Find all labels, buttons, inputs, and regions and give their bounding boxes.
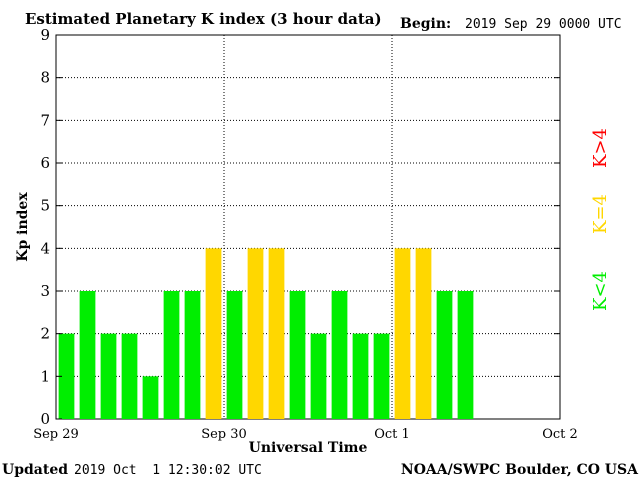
x-tick-label: Oct 2: [542, 427, 578, 442]
kp-bar: [268, 248, 285, 419]
kp-bar: [310, 333, 327, 419]
kp-bar: [289, 291, 306, 419]
y-tick-label: 8: [40, 69, 50, 87]
y-tick-label: 3: [40, 282, 50, 300]
kp-bar: [247, 248, 264, 419]
legend-below-label: K<4: [590, 271, 611, 311]
y-tick-label: 4: [40, 239, 50, 257]
kp-bar: [352, 333, 369, 419]
legend-above-label: K>4: [590, 128, 611, 168]
y-axis-label: Kp index: [15, 192, 31, 262]
kp-bar: [79, 291, 96, 419]
y-tick-label: 7: [40, 111, 50, 129]
footer-credit: NOAA/SWPC Boulder, CO USA: [401, 462, 639, 478]
kp-bar: [436, 291, 453, 419]
kp-bar: [184, 291, 201, 419]
bars-group: [58, 248, 474, 419]
kp-bar: [121, 333, 138, 419]
begin-value: 2019 Sep 29 0000 UTC: [465, 17, 622, 32]
x-axis-label: Universal Time: [249, 440, 368, 456]
legend-equal-label: K=4: [590, 194, 611, 234]
kp-bar: [457, 291, 474, 419]
x-tick-label: Sep 30: [201, 427, 247, 442]
kp-bar: [100, 333, 117, 419]
kp-bar: [373, 333, 390, 419]
updated-value: 2019 Oct 1 12:30:02 UTC: [74, 463, 262, 478]
kp-bar: [142, 376, 159, 419]
kp-bar: [58, 333, 75, 419]
kp-bar: [394, 248, 411, 419]
plot-frame: [55, 34, 561, 420]
grid-lines: [56, 35, 560, 419]
updated-label: Updated: [2, 462, 68, 478]
y-tick-label: 1: [40, 367, 50, 385]
y-axis-ticks: 0 1 2 3 4 5 6 7 8 9: [40, 26, 560, 428]
kp-bar: [163, 291, 180, 419]
kp-bar: [331, 291, 348, 419]
kp-bar: [205, 248, 222, 419]
y-tick-label: 0: [40, 410, 50, 428]
y-tick-label: 2: [40, 325, 50, 343]
y-tick-label: 9: [40, 26, 50, 44]
x-tick-label: Oct 1: [374, 427, 410, 442]
begin-label: Begin:: [400, 16, 451, 32]
chart-title: Estimated Planetary K index (3 hour data…: [25, 10, 382, 28]
kp-bar: [226, 291, 243, 419]
x-tick-label: Sep 29: [33, 427, 79, 442]
y-tick-label: 6: [40, 154, 50, 172]
x-axis-ticks: Sep 29 Sep 30 Oct 1 Oct 2: [33, 427, 578, 442]
y-tick-label: 5: [40, 197, 50, 215]
kp-bar: [415, 248, 432, 419]
